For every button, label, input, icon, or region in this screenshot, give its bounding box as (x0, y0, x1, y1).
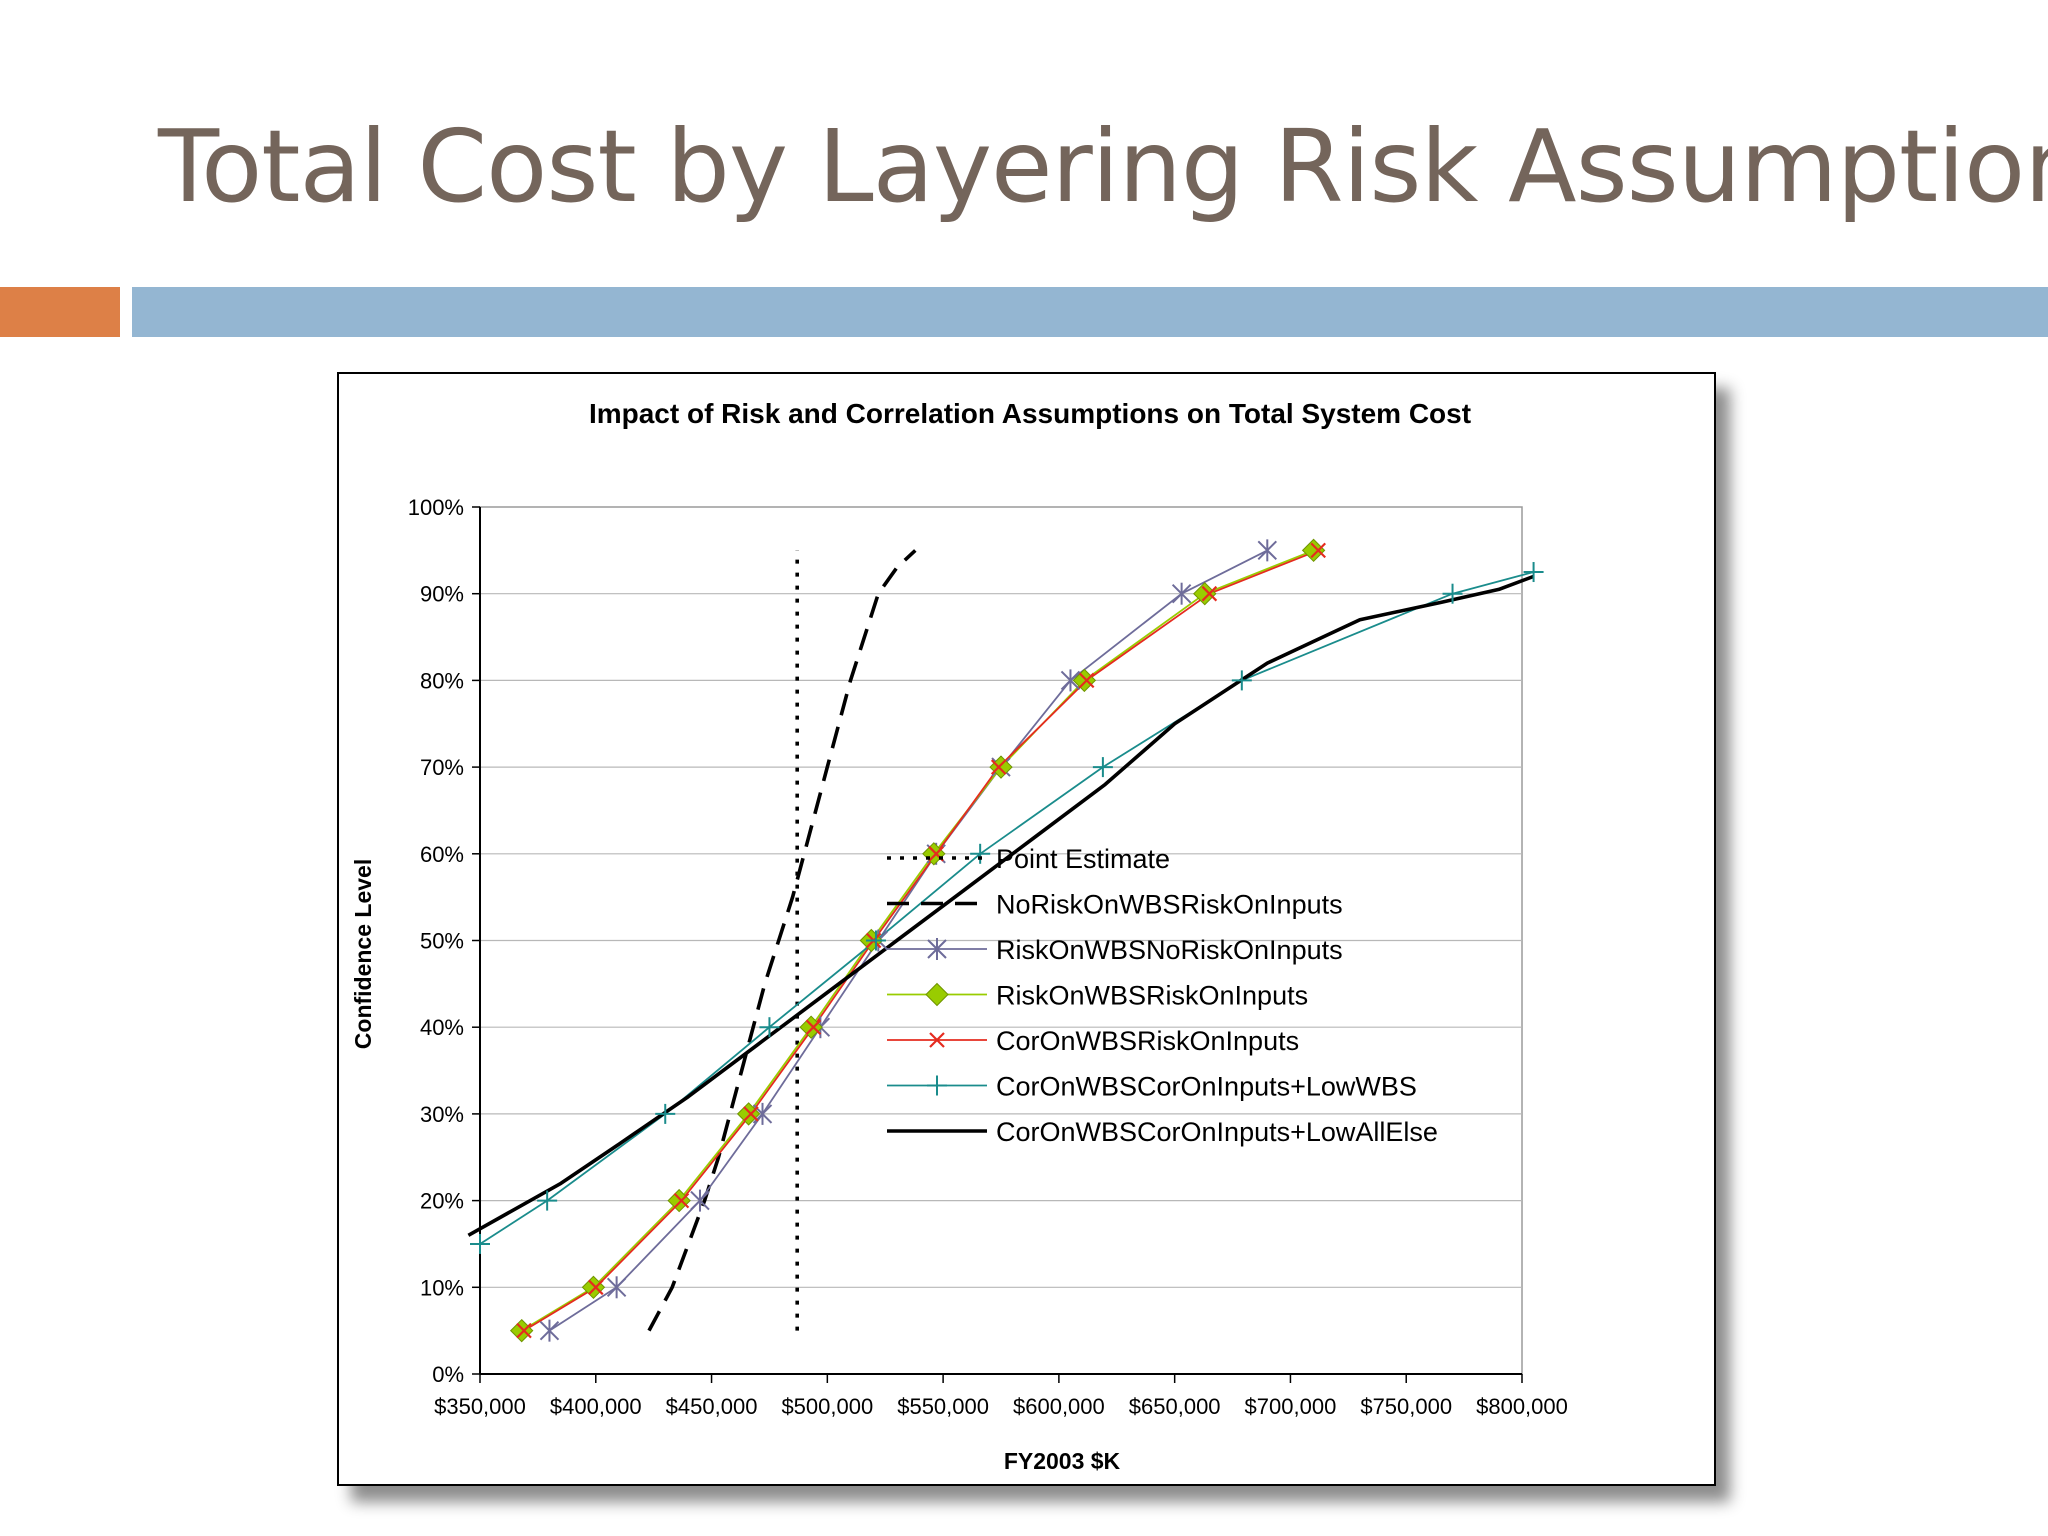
x-axis-label: FY2003 $K (1004, 1448, 1121, 1474)
marker-x (990, 759, 1007, 775)
x-tick-label: $700,000 (1245, 1394, 1337, 1419)
marker-x (516, 1322, 532, 1339)
y-tick-label: 70% (420, 755, 464, 780)
marker-diamond (1301, 538, 1326, 563)
y-tick-label: 10% (420, 1275, 464, 1300)
marker-x (805, 1019, 822, 1035)
marker-x (1078, 672, 1095, 689)
marker-x (1310, 542, 1327, 559)
legend: Point Estimate NoRiskOnWBSRiskOnInputs Ris… (887, 844, 1438, 1147)
legend-label: CorOnWBSCorOnInputs+LowWBS (996, 1072, 1417, 1102)
legend-label: NoRiskOnWBSRiskOnInputs (996, 890, 1343, 920)
x-tick-label: $800,000 (1476, 1394, 1568, 1419)
marker-x (673, 1192, 690, 1209)
x-tick-label: $550,000 (897, 1394, 989, 1419)
series-line-5 (479, 571, 1534, 1245)
x-tick-label: $350,000 (434, 1394, 526, 1419)
chart-svg: Impact of Risk and Correlation Assumptio… (350, 398, 1568, 1474)
y-tick-label: 60% (420, 842, 464, 867)
x-tick-label: $600,000 (1013, 1394, 1105, 1419)
series-markers (470, 538, 1544, 1343)
x-tick-label: $500,000 (781, 1394, 873, 1419)
y-tick-label: 90% (420, 582, 464, 607)
y-tick-label: 20% (420, 1189, 464, 1214)
marker-x (587, 1279, 604, 1296)
chart-container: Impact of Risk and Correlation Assumptio… (337, 372, 1716, 1486)
legend-label: CorOnWBSRiskOnInputs (996, 1026, 1299, 1056)
chart-title: Impact of Risk and Correlation Assumptio… (589, 398, 1471, 429)
marker-x (928, 846, 944, 862)
marker-diamond (925, 982, 949, 1007)
y-axis-label: Confidence Level (350, 859, 376, 1049)
marker-x (1201, 585, 1218, 602)
marker-diamond (509, 1318, 534, 1343)
x-tick-label: $750,000 (1360, 1394, 1452, 1419)
x-tick-label: $400,000 (550, 1394, 642, 1419)
y-tick-label: 0% (432, 1362, 464, 1387)
x-tick-label: $650,000 (1129, 1394, 1221, 1419)
y-tick-label: 80% (420, 668, 464, 693)
accent-bar-orange (0, 287, 120, 337)
legend-label: CorOnWBSCorOnInputs+LowAllElse (996, 1117, 1438, 1147)
axes: 0% 10% 20% 30% 40% 50% 60% 70% 80% 90% 100% $350,00… (408, 495, 1568, 1419)
marker-x (743, 1106, 759, 1122)
series-line-6 (467, 574, 1534, 1237)
y-tick-label: 30% (420, 1102, 464, 1127)
accent-bar-blue (132, 287, 2048, 337)
legend-label: RiskOnWBSNoRiskOnInputs (996, 935, 1343, 965)
x-tick-label: $450,000 (666, 1394, 758, 1419)
series-line-1 (647, 549, 917, 1332)
legend-label: Point Estimate (996, 844, 1170, 874)
legend-label: RiskOnWBSRiskOnInputs (996, 981, 1308, 1011)
y-tick-label: 50% (420, 929, 464, 954)
marker-x (929, 1032, 945, 1048)
y-tick-label: 100% (408, 495, 464, 520)
y-tick-label: 40% (420, 1015, 464, 1040)
slide-title: Total Cost by Layering Risk Assumptions (158, 108, 2048, 225)
